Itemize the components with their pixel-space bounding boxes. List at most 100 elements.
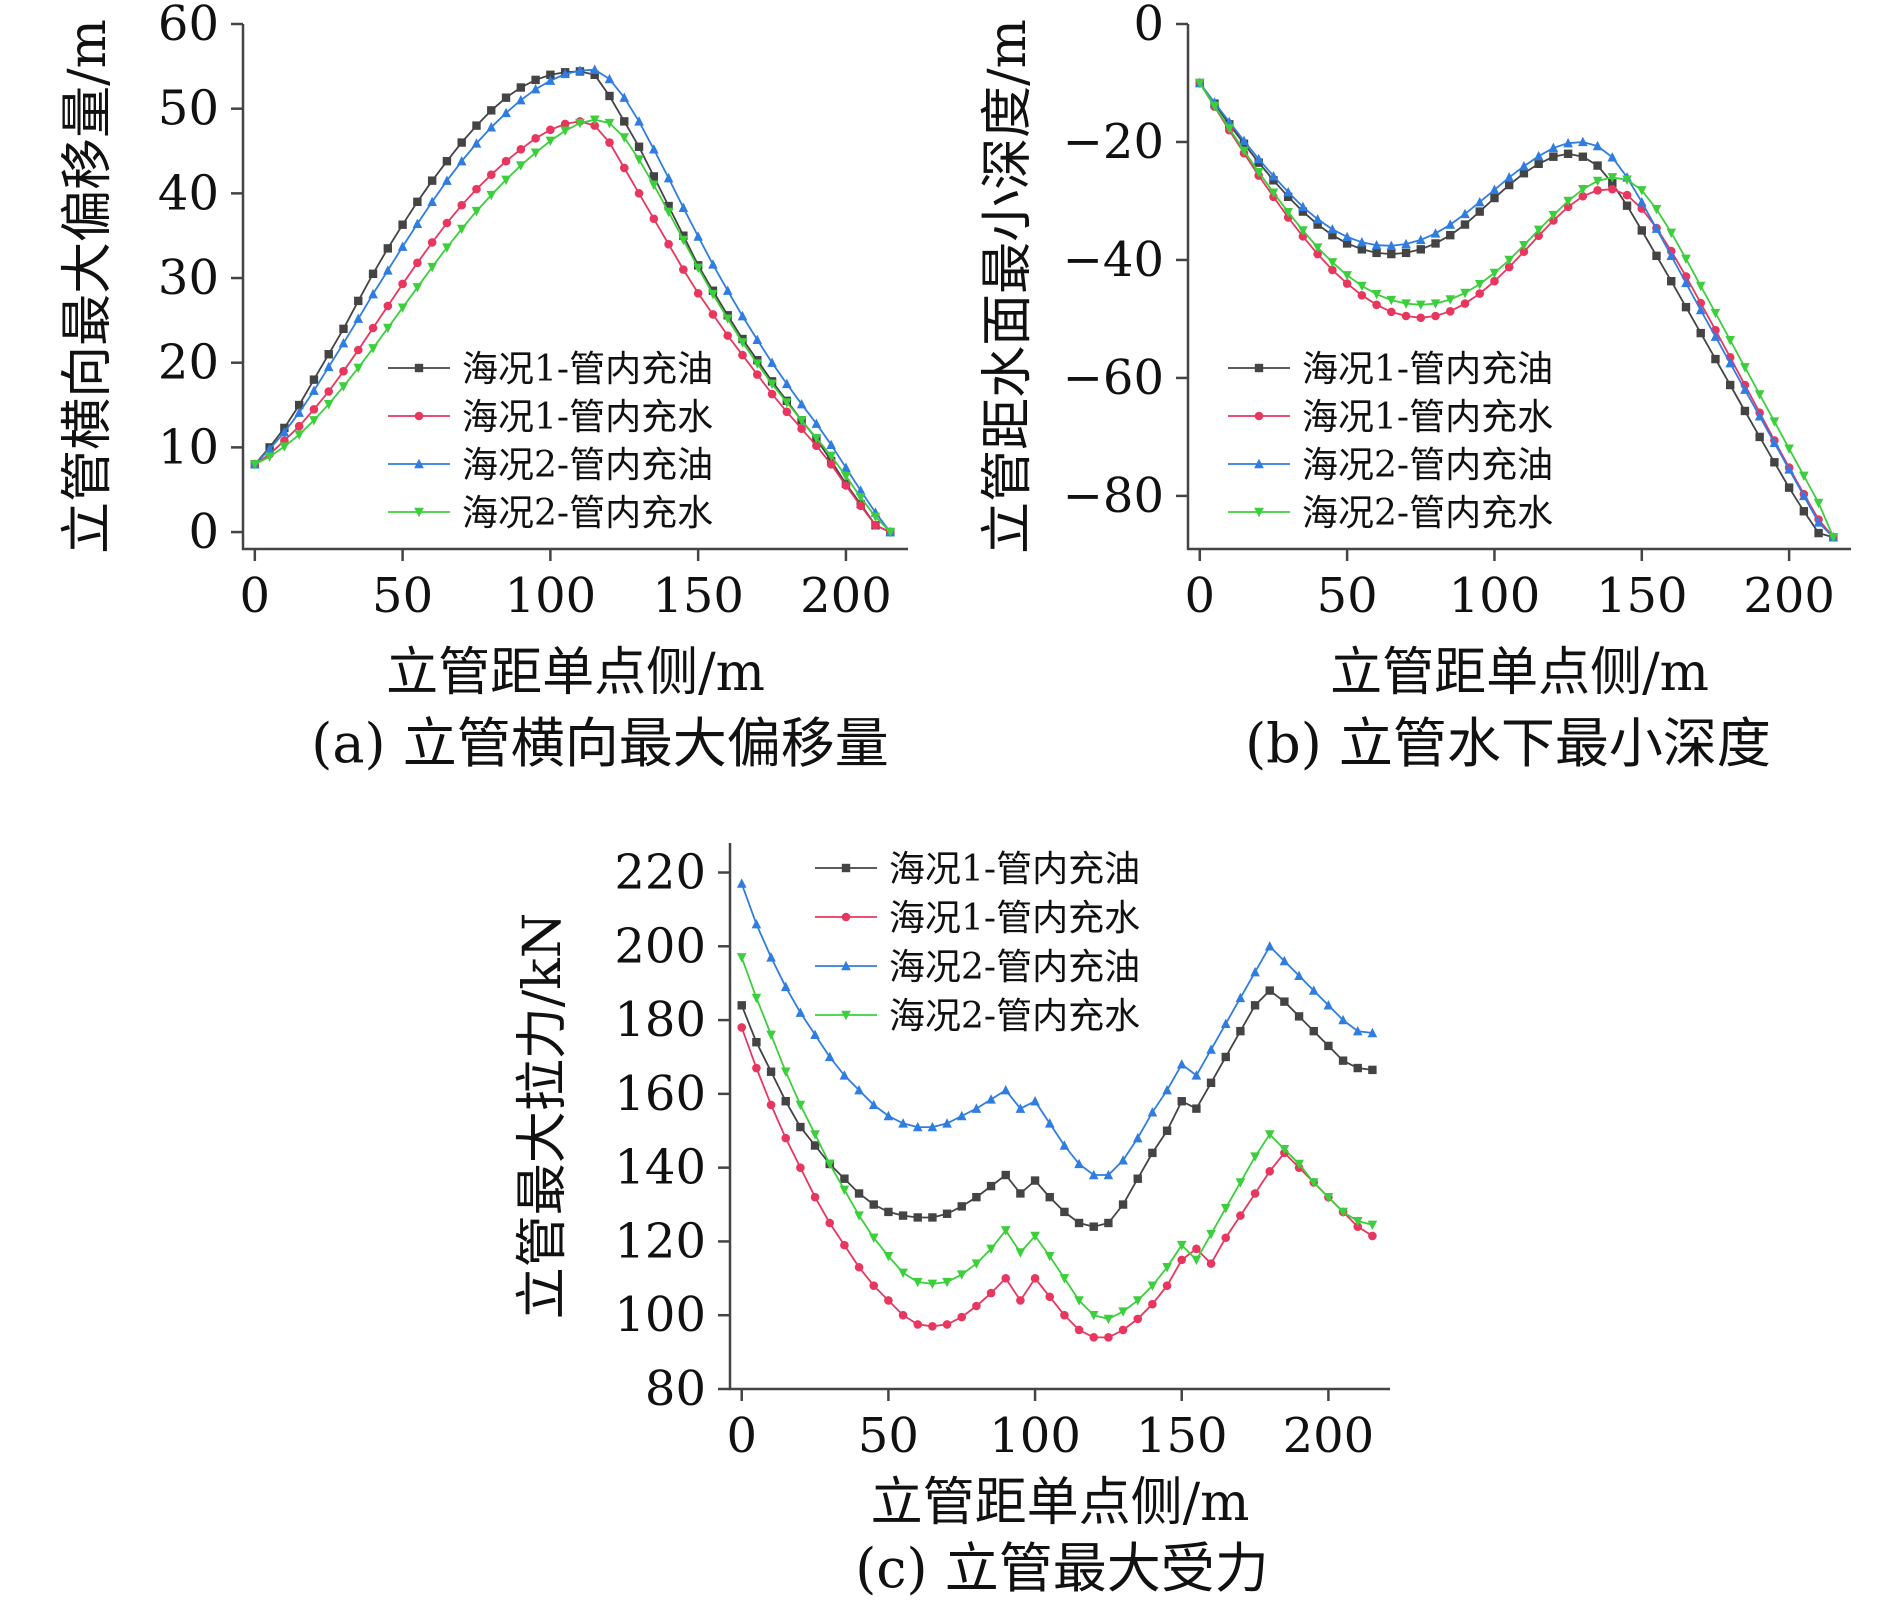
data-point xyxy=(1279,1145,1290,1155)
legend-marker xyxy=(1254,411,1264,421)
data-point xyxy=(1220,1204,1231,1214)
data-point xyxy=(854,1211,864,1221)
axis-lines xyxy=(241,24,908,551)
x-tick-label: 200 xyxy=(1283,1408,1375,1464)
data-point xyxy=(752,370,762,379)
data-point xyxy=(1563,137,1573,148)
data-point xyxy=(855,493,866,503)
y-axis-title: 立管距水面最小深度/m xyxy=(978,19,1038,554)
data-point xyxy=(1162,1263,1172,1273)
data-point xyxy=(649,172,659,181)
data-point xyxy=(854,1189,864,1198)
data-point xyxy=(766,952,776,962)
legend-label: 海况1-管内充油 xyxy=(462,349,713,390)
data-point xyxy=(397,241,408,251)
data-point xyxy=(1386,240,1397,250)
data-point xyxy=(1162,1084,1172,1095)
legend-label: 海况2-管内充水 xyxy=(462,493,713,534)
data-point xyxy=(1490,193,1499,203)
data-point xyxy=(427,176,437,185)
legend-marker xyxy=(1254,507,1264,518)
data-point xyxy=(1489,268,1500,279)
data-point xyxy=(264,443,275,454)
data-point xyxy=(1327,258,1338,268)
data-point xyxy=(810,1141,820,1150)
data-point xyxy=(1460,299,1470,308)
data-point xyxy=(752,1038,761,1047)
data-point xyxy=(971,1259,982,1269)
data-point xyxy=(737,310,748,321)
data-point xyxy=(1371,289,1382,300)
legend-label: 海况2-管内充水 xyxy=(889,996,1140,1037)
data-point xyxy=(841,462,851,472)
data-point xyxy=(693,231,703,241)
data-point xyxy=(1474,279,1485,290)
data-point xyxy=(1666,250,1677,261)
y-tick-label: 180 xyxy=(614,992,706,1048)
data-point xyxy=(1387,307,1396,317)
data-point xyxy=(782,407,792,417)
data-point xyxy=(781,1097,790,1106)
data-point xyxy=(738,350,747,360)
data-point xyxy=(957,1202,966,1211)
data-point xyxy=(679,265,688,274)
data-point xyxy=(309,385,319,395)
data-point xyxy=(589,64,600,74)
y-tick-label: 40 xyxy=(158,165,219,221)
data-point xyxy=(1221,1052,1230,1062)
series-line xyxy=(740,1027,1373,1339)
data-point xyxy=(516,95,526,105)
data-point xyxy=(1294,970,1304,981)
data-point xyxy=(1563,149,1573,158)
data-point xyxy=(442,218,452,228)
data-point xyxy=(1681,302,1691,312)
data-point xyxy=(797,424,806,434)
data-point xyxy=(368,323,378,333)
data-point xyxy=(810,1029,820,1040)
data-point xyxy=(1162,1126,1172,1135)
data-point xyxy=(1133,1174,1142,1183)
data-point xyxy=(1250,1001,1260,1010)
data-point xyxy=(928,1321,937,1331)
axis-lines xyxy=(1186,24,1851,551)
data-point xyxy=(840,1174,849,1183)
data-point xyxy=(1206,1229,1216,1240)
data-point xyxy=(1044,1251,1055,1262)
data-point xyxy=(560,119,570,129)
data-point xyxy=(1637,226,1646,235)
data-point xyxy=(1221,1233,1231,1243)
data-point xyxy=(986,1181,996,1191)
data-point xyxy=(397,303,408,313)
legend-label: 海况1-管内充油 xyxy=(1302,349,1553,390)
data-point xyxy=(442,156,452,166)
data-point xyxy=(871,520,880,530)
y-tick-label: 20 xyxy=(158,335,219,391)
data-point xyxy=(1177,1097,1186,1106)
data-point xyxy=(1504,180,1514,190)
data-point xyxy=(898,1118,908,1128)
data-point xyxy=(620,117,629,126)
data-point xyxy=(1460,208,1470,219)
data-point xyxy=(1754,411,1765,421)
data-point xyxy=(516,161,526,171)
data-point xyxy=(1813,517,1824,527)
data-point xyxy=(1015,1248,1026,1258)
data-point xyxy=(782,398,792,408)
data-point xyxy=(412,283,423,293)
legend-label: 海况1-管内充油 xyxy=(889,849,1140,890)
data-point xyxy=(1132,1296,1143,1306)
data-point xyxy=(1191,1070,1202,1080)
data-point xyxy=(1578,152,1588,161)
data-point xyxy=(767,357,777,367)
data-point xyxy=(1504,172,1514,182)
data-point xyxy=(471,206,482,217)
data-point xyxy=(427,262,437,273)
data-point xyxy=(972,1301,981,1311)
data-point xyxy=(928,1213,937,1222)
data-point xyxy=(309,416,319,426)
data-point xyxy=(1030,1176,1040,1185)
data-point xyxy=(942,1277,952,1288)
legend-marker xyxy=(841,960,851,971)
data-point xyxy=(868,1099,879,1110)
x-tick-label: 150 xyxy=(1136,1408,1228,1464)
